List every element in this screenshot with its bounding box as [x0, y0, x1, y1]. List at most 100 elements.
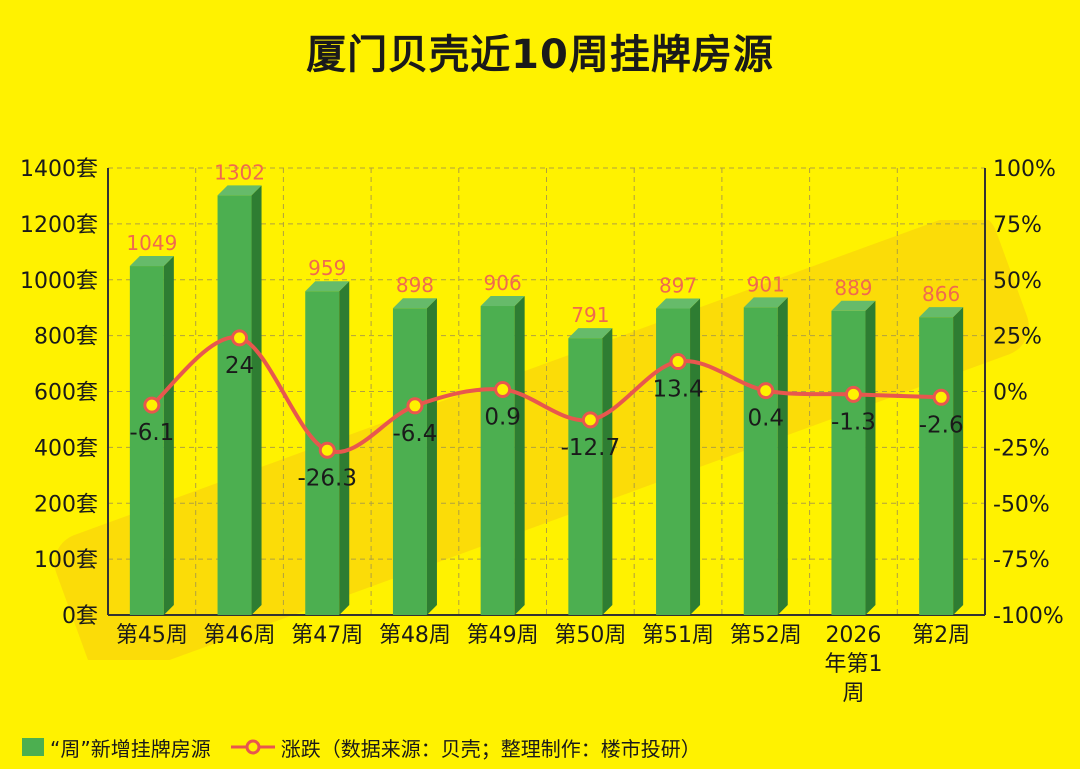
bar-front [392, 308, 427, 615]
bar-side [953, 307, 964, 615]
change-value-label: -2.6 [919, 412, 964, 438]
y-left-tick-label: 200套 [34, 492, 98, 517]
bar [919, 307, 964, 615]
change-value-label: -1.3 [831, 409, 876, 435]
legend-line-label: 涨跌（数据来源：贝壳；整理制作：楼市投研） [280, 736, 701, 761]
legend-line-swatch [230, 739, 275, 755]
bar-top [831, 300, 876, 311]
y-left-tick-label: 1400套 [20, 157, 98, 182]
bar-side [777, 297, 788, 615]
change-value-label: -26.3 [297, 465, 357, 491]
change-point [844, 385, 862, 403]
x-tick-label: 2026 [825, 623, 881, 648]
y-right-tick-label: -50% [993, 492, 1050, 517]
y-right-tick-label: 50% [993, 269, 1042, 294]
change-point [581, 411, 599, 429]
bar-front [217, 195, 252, 615]
change-value-label: 24 [225, 353, 254, 379]
bar [129, 256, 174, 615]
change-value-label: 0.4 [747, 406, 784, 432]
bar-top [743, 297, 788, 308]
change-point [406, 397, 424, 415]
legend-bar-label: “周”新增挂牌房源 [50, 736, 211, 761]
change-point [669, 353, 687, 371]
y-right-tick-label: -25% [993, 436, 1050, 461]
change-point [757, 382, 775, 400]
bar-side [865, 300, 876, 615]
bar-value-label: 901 [747, 272, 785, 296]
bar-side [602, 328, 613, 615]
bar-front [568, 338, 603, 615]
change-point [318, 441, 336, 459]
change-value-label: -6.4 [393, 421, 438, 447]
x-tick-label: 第51周 [642, 623, 714, 648]
bar-top [305, 281, 350, 292]
bar [656, 298, 701, 615]
x-tick-label: 第50周 [554, 623, 626, 648]
bar-value-label: 906 [484, 271, 522, 295]
bar [743, 297, 788, 615]
bar-value-label: 1302 [214, 160, 265, 184]
bar-value-label: 897 [659, 274, 697, 298]
bar-front [656, 308, 691, 615]
change-value-label: -6.1 [129, 420, 174, 446]
y-left-tick-label: 400套 [34, 436, 98, 461]
bar-value-label: 791 [571, 303, 609, 327]
change-point [231, 329, 249, 347]
change-value-label: 0.9 [484, 404, 521, 430]
bar-front [919, 317, 954, 615]
bar-side [251, 185, 262, 615]
y-right-tick-label: -75% [993, 548, 1050, 573]
bar-side [426, 298, 437, 615]
x-tick-label: 第45周 [116, 623, 188, 648]
legend: “周”新增挂牌房源 涨跌（数据来源：贝壳；整理制作：楼市投研） [22, 732, 701, 762]
y-right-tick-label: 25% [993, 325, 1042, 350]
bar [217, 185, 262, 615]
bar-top [919, 307, 964, 318]
y-right-tick-label: -100% [993, 604, 1064, 629]
x-tick-label: 年第1 [824, 652, 882, 677]
bar [831, 300, 876, 615]
bar-value-label: 898 [396, 273, 434, 297]
y-left-tick-label: 0套 [62, 604, 98, 629]
bar-front [480, 306, 515, 615]
bar-side [339, 281, 350, 615]
change-line [150, 335, 942, 455]
y-right-tick-label: 0% [993, 381, 1028, 406]
chart-title: 厦门贝壳近10周挂牌房源 [306, 32, 774, 78]
x-tick-label: 第49周 [467, 623, 539, 648]
bar [480, 296, 525, 615]
y-right-tick-label: 75% [993, 213, 1042, 238]
change-point [932, 388, 950, 406]
bar-value-label: 959 [308, 256, 346, 280]
bar-side [690, 298, 701, 615]
bar-top [568, 328, 613, 339]
y-right-tick-label: 100% [993, 157, 1056, 182]
x-tick-label: 第47周 [291, 623, 363, 648]
x-tick-label: 第46周 [204, 623, 276, 648]
x-tick-label: 第52周 [730, 623, 802, 648]
bar-top [129, 256, 174, 267]
bar [568, 328, 613, 615]
y-left-tick-label: 1000套 [20, 269, 98, 294]
bar-top [217, 185, 262, 196]
y-left-tick-label: 1200套 [20, 213, 98, 238]
bar-side [514, 296, 525, 615]
y-left-tick-label: 100套 [34, 548, 98, 573]
change-point [494, 380, 512, 398]
bar-value-label: 889 [834, 276, 872, 300]
x-tick-label: 第2周 [912, 623, 970, 648]
bar [392, 298, 437, 615]
bar-side [163, 256, 174, 615]
bar-front [831, 310, 866, 615]
change-value-label: 13.4 [652, 377, 703, 403]
x-tick-label: 周 [842, 681, 864, 706]
change-value-label: -12.7 [561, 435, 621, 461]
bar-value-label: 866 [922, 282, 960, 306]
y-left-tick-label: 600套 [34, 381, 98, 406]
bar-top [392, 298, 437, 309]
y-left-tick-label: 800套 [34, 325, 98, 350]
bar-top [480, 296, 525, 307]
legend-bar-swatch [22, 738, 44, 756]
